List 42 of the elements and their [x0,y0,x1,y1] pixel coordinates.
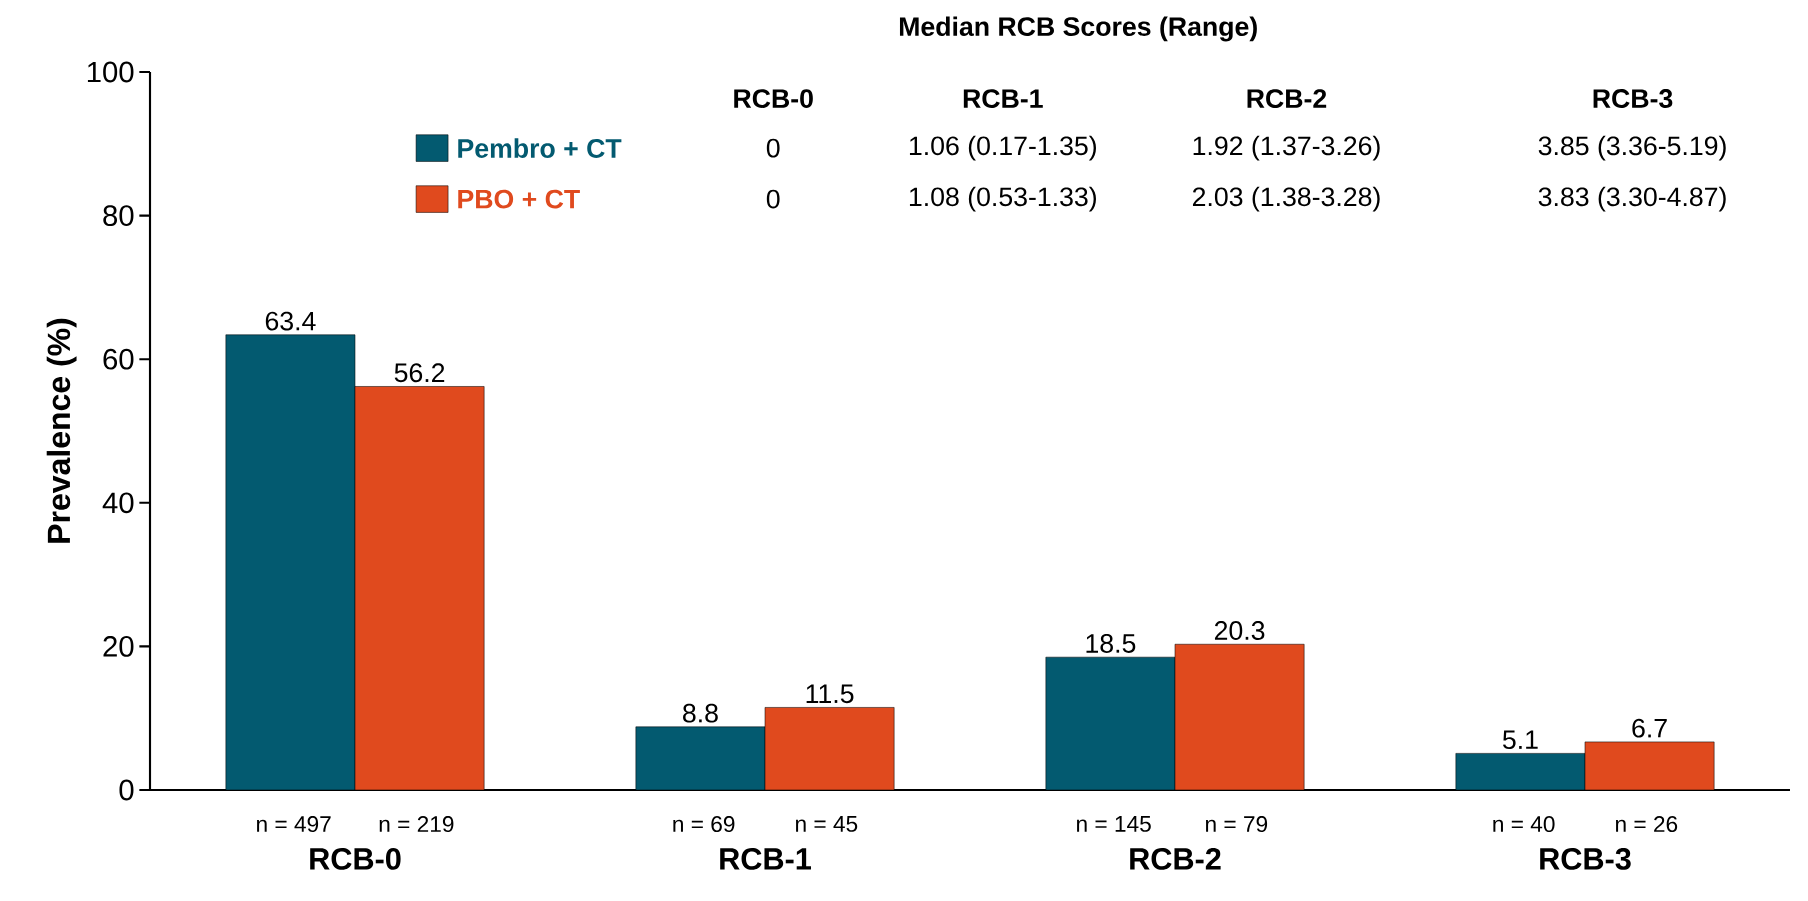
y-tick-label: 20 [103,636,134,657]
annotation: 3.85 (3.36-5.19) [1538,135,1726,161]
annotation: 0 [766,189,780,209]
data-label: 8.8 [683,703,718,723]
annotation: RCB-3 [1593,89,1673,109]
x-tick-label: RCB-3 [1540,848,1631,870]
data-label: 6.7 [1632,718,1667,738]
text: n = 40 [1493,816,1555,833]
text: n = 69 [673,816,735,833]
text: n = 145 [1077,816,1151,832]
text: n = 26 [1616,816,1678,833]
legend-label: PBO + CT [458,189,580,209]
x-tick-label: RCB-0 [310,848,401,870]
data-label: 11.5 [806,684,854,704]
data-label: 20.3 [1214,621,1265,640]
data-label: 5.1 [1502,730,1538,750]
legend-label: Pembro + CT [458,138,622,158]
data-label: 18.5 [1086,634,1136,653]
annotation: RCB-1 [963,89,1043,108]
text: Median RCB Scores (Range) [899,16,1257,42]
y-tick-label: 40 [102,492,134,514]
annotation: RCB-2 [1247,89,1327,108]
annotation: 2.03 (1.38-3.28) [1192,186,1380,212]
y-axis-title: Prevalence (%) [46,318,77,543]
text: n = 497 [257,816,331,833]
text: n = 219 [379,816,454,833]
y-tick-label: 0 [119,779,134,801]
x-tick-label: RCB-1 [720,848,811,870]
y-tick-label: 100 [87,61,134,83]
y-tick-label: 60 [103,348,134,370]
text: n = 79 [1206,816,1268,833]
annotation: RCB-0 [734,89,813,108]
annotation: 1.92 (1.37-3.26) [1193,135,1380,161]
y-tick-label: 80 [103,205,134,226]
text: n = 45 [796,816,858,832]
annotation: 0 [766,138,780,158]
annotation: 1.08 (0.53-1.33) [909,186,1096,212]
data-label: 56.2 [394,363,445,383]
annotation: 3.83 (3.30-4.87) [1538,186,1726,212]
annotation: 1.06 (0.17-1.35) [909,135,1096,161]
data-label: 63.4 [265,311,316,331]
x-tick-label: RCB-2 [1130,848,1221,870]
